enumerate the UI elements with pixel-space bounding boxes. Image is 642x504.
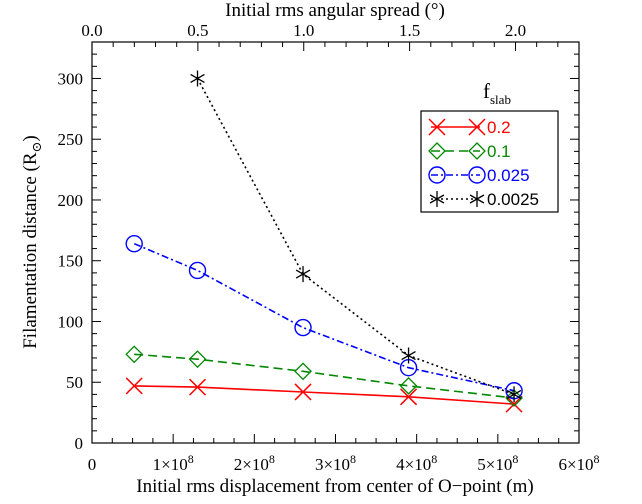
data-point-diamond-marker [399,376,418,395]
x2-tick-label: 0.5 [187,21,208,40]
x-tick-label-base: 4×10 [396,455,431,474]
data-point-x-marker [400,388,418,406]
series-0-1 [125,345,523,407]
legend: 0.2 0.1 0.025 0.0025 [428,118,539,209]
x-tick-label: 1×108 [153,452,194,474]
series-line [134,353,515,399]
legend-label: 0.025 [487,166,530,185]
x-tick-label: 2×108 [234,452,275,474]
x-tick-label-exponent: 8 [431,452,437,466]
x-tick-label-exponent: 8 [188,452,194,466]
data-point-circle-marker [125,235,143,253]
x-tick-label-exponent: 8 [594,452,600,466]
data-point-x-marker [428,118,446,136]
x-tick-label-base: 0 [88,455,97,474]
x-tick-label-base: 3×10 [315,455,350,474]
y-axis-label: Filamentation distance (R⊙) [20,135,44,349]
data-point-x-marker [468,118,486,136]
legend-entry: 0.1 [428,142,511,161]
x-tick-label: 0 [88,455,97,474]
y-tick-label: 0 [75,434,84,453]
series-line [196,78,515,396]
x-tick-label-exponent: 8 [350,452,356,466]
data-point-star-marker [295,266,311,283]
legend-label: 0.2 [487,118,511,137]
series-0-025 [125,235,523,400]
data-point-diamond-marker [188,350,207,369]
data-point-diamond-marker [468,142,486,160]
data-point-circle-marker [294,318,312,337]
series-line [134,385,515,405]
legend-label: 0.0025 [487,190,539,209]
series-line [133,242,515,392]
data-point-diamond-marker [428,142,446,160]
series-0-2 [125,377,523,413]
data-point-diamond-marker [294,362,312,381]
x-tick-label-base: 1×10 [153,455,188,474]
y-tick-label: 150 [58,252,84,271]
x-tick-label: 3×108 [315,452,356,474]
x2-axis-label: Initial rms angular spread (°) [225,0,445,21]
y-tick-label: 300 [58,69,84,88]
data-point-x-marker [125,377,143,395]
x-tick-label-base: 6×10 [558,455,593,474]
y-tick-label: 250 [58,130,84,149]
legend-title: fslab [483,79,511,107]
legend-title-main: f [483,79,490,103]
y-axis-label-close: ) [20,135,41,141]
data-point-star-marker [190,70,205,87]
data-point-x-marker [505,395,523,413]
y-axis-label-main: Filamentation distance (R [20,152,41,349]
data-point-circle-marker [468,166,486,184]
y-tick-label: 50 [66,373,83,392]
data-point-diamond-marker [505,389,523,407]
legend-entry: 0.2 [428,118,511,137]
x2-tick-label: 0.0 [81,21,102,40]
legend-entry: 0.0025 [429,190,539,209]
legend-entry: 0.025 [428,166,530,185]
x2-tick-label: 1.0 [293,21,314,40]
series-0-0025 [190,70,522,403]
data-point-circle-marker [188,261,207,280]
legend-label: 0.1 [487,142,511,161]
x-tick-label: 6×108 [558,452,599,474]
x-tick-label-exponent: 8 [269,452,275,466]
y-tick-label: 200 [58,191,84,210]
x-tick-label-exponent: 8 [512,452,518,466]
x2-tick-label: 2.0 [505,21,526,40]
data-point-x-marker [188,378,207,396]
data-point-star-marker [429,191,445,207]
legend-title-sub: slab [490,92,511,107]
x-axis-label: Initial rms displacement from center of … [136,476,533,497]
y-tick-label: 100 [58,312,84,331]
x-tick-label: 4×108 [396,452,437,474]
x-tick-label-base: 5×10 [477,455,512,474]
x-tick-label-base: 2×10 [234,455,269,474]
y-axis-label-sub: ⊙ [29,142,44,153]
data-point-diamond-marker [125,345,144,364]
x2-tick-label: 1.5 [399,21,420,40]
series-layer [125,70,523,413]
data-point-x-marker [294,383,312,401]
data-point-star-marker [469,191,485,207]
x-tick-label: 5×108 [477,452,518,474]
data-point-circle-marker [428,166,446,184]
data-point-star-marker [401,347,416,364]
data-point-star-marker [506,386,522,403]
